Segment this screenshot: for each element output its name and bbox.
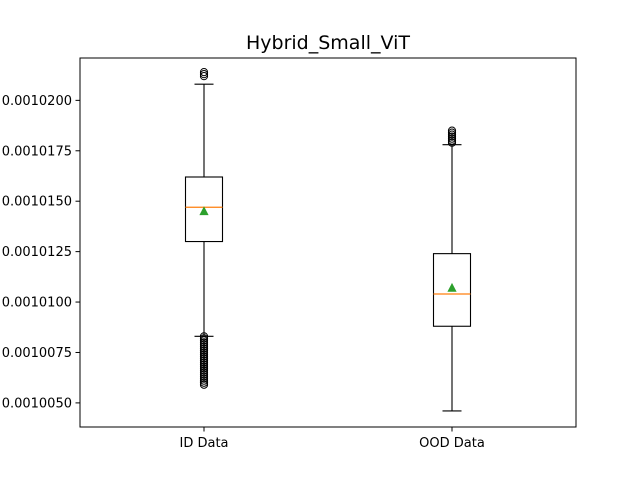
axes-frame — [79, 57, 577, 428]
outlier-point — [199, 366, 209, 375]
outlier-point — [199, 370, 209, 379]
outlier-point — [199, 346, 209, 355]
axes: 0.0010050 0.0010075 0.0010100 0.0010125 0.00… — [2, 57, 577, 451]
outlier-point — [199, 368, 209, 377]
x-tick-label: OOD Data — [419, 436, 485, 451]
y-tick-label: 0.0010050 — [2, 396, 72, 411]
outlier-point — [199, 354, 209, 363]
outlier-point — [199, 358, 209, 367]
outlier-point — [447, 132, 457, 141]
plot-area — [184, 68, 472, 412]
outlier-point — [199, 376, 209, 385]
outlier-point — [199, 340, 209, 349]
outlier-point — [447, 138, 457, 147]
iqr-box — [184, 176, 224, 243]
y-tick-label: 0.0010200 — [2, 94, 72, 109]
outlier-point — [199, 350, 209, 359]
outlier-point — [199, 344, 209, 353]
outlier-point — [199, 362, 209, 371]
y-tick-label: 0.0010125 — [2, 245, 72, 260]
outlier-point — [199, 72, 209, 81]
iqr-box — [432, 253, 472, 327]
outlier-point — [199, 372, 209, 381]
outlier-point — [199, 342, 209, 351]
outlier-point — [199, 380, 209, 389]
y-tick-label: 0.0010175 — [2, 144, 72, 159]
outlier-point — [447, 134, 457, 143]
outlier-point — [199, 68, 209, 77]
outlier-point — [199, 332, 209, 341]
outlier-point — [199, 336, 209, 345]
outlier-point — [447, 130, 457, 139]
outlier-point — [447, 126, 457, 135]
y-tick-label: 0.0010100 — [2, 296, 72, 311]
outlier-point — [199, 364, 209, 373]
outlier-point — [199, 352, 209, 361]
y-tick-label: 0.0010150 — [2, 195, 72, 210]
x-tick-label: ID Data — [179, 436, 228, 451]
y-tick-label: 0.0010075 — [2, 346, 72, 361]
outlier-point — [199, 334, 209, 343]
outlier-point — [199, 348, 209, 357]
outlier-point — [199, 378, 209, 387]
outlier-point — [199, 374, 209, 383]
outlier-point — [447, 136, 457, 145]
mean-marker — [447, 282, 457, 292]
outlier-point — [199, 70, 209, 79]
chart-title: Hybrid_Small_ViT — [246, 32, 410, 54]
outlier-point — [199, 360, 209, 369]
box-group-id-data — [184, 68, 224, 389]
outlier-point — [447, 128, 457, 137]
outlier-point — [199, 356, 209, 365]
mean-marker — [199, 206, 209, 216]
box-group-ood-data — [432, 126, 472, 412]
outlier-point — [199, 338, 209, 347]
